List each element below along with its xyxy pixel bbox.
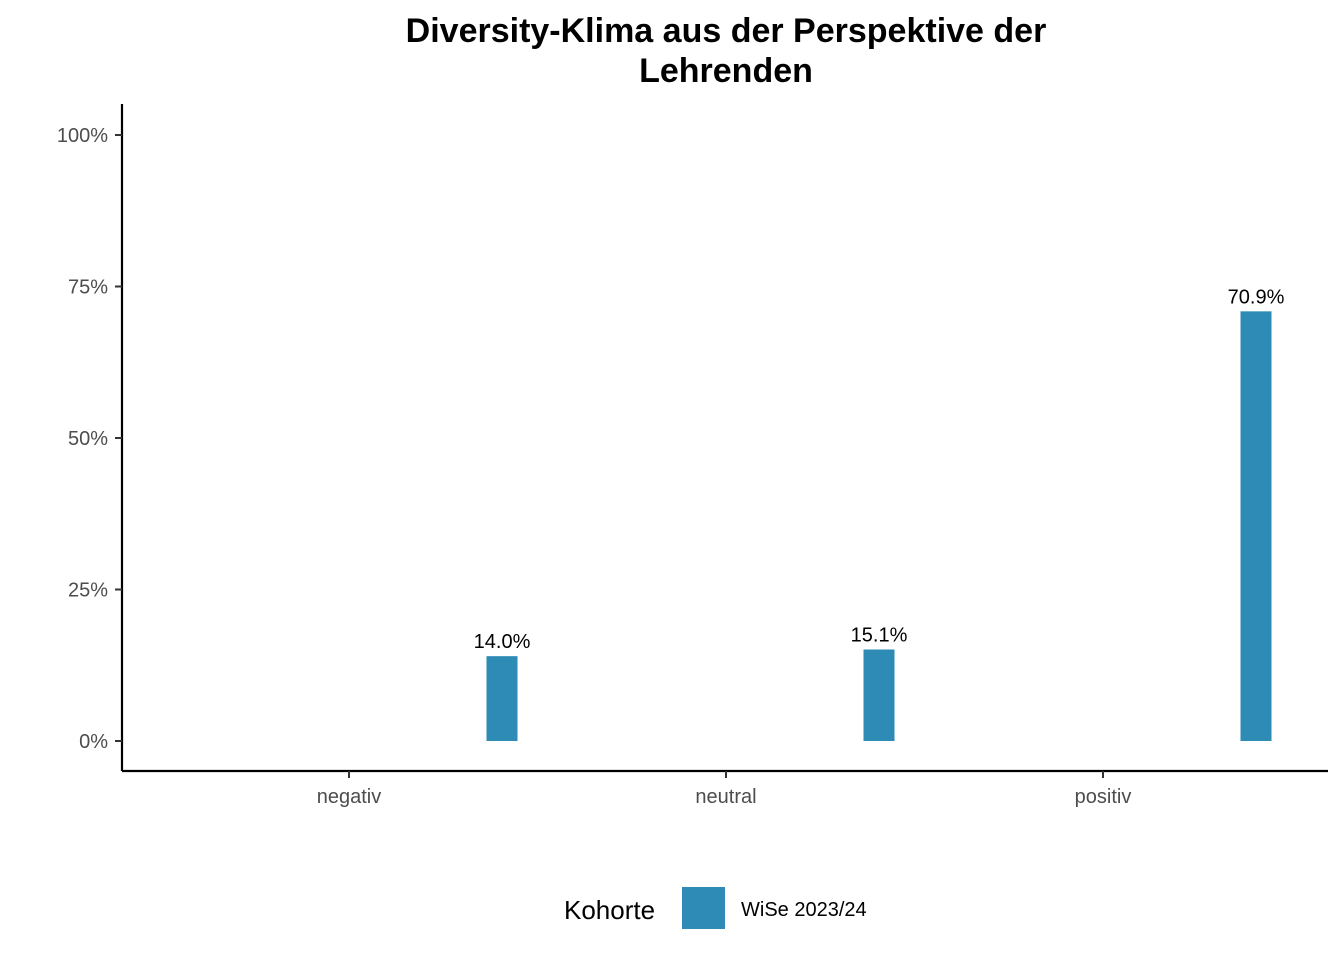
y-tick-label-75: 75%	[68, 277, 108, 299]
y-axis: 0% 25% 50% 75% 100%	[57, 104, 124, 771]
x-tick-label-positiv: positiv	[1075, 786, 1132, 808]
legend-title: Kohorte	[564, 895, 655, 925]
x-tick-label-neutral: neutral	[695, 786, 756, 808]
y-tick-label-25: 25%	[68, 580, 108, 602]
data-labels-group: 14.0% 15.1% 70.9%	[474, 286, 1285, 653]
x-tick-label-negativ: negativ	[317, 786, 382, 808]
data-label-negativ: 14.0%	[474, 631, 531, 653]
bar-negativ	[486, 656, 518, 741]
chart-title: Diversity-Klima aus der Perspektive der …	[406, 12, 1047, 90]
data-label-positiv: 70.9%	[1228, 286, 1285, 308]
legend: Kohorte WiSe 2023/24	[564, 887, 867, 929]
bars-group	[486, 311, 1272, 741]
legend-label-wise-2023-24: WiSe 2023/24	[741, 899, 867, 921]
chart-title-line-1: Diversity-Klima aus der Perspektive der	[406, 12, 1047, 50]
chart-title-line-2: Lehrenden	[639, 52, 813, 90]
legend-key-wise-2023-24	[682, 887, 725, 929]
x-axis: negativ neutral positiv	[122, 769, 1328, 808]
bar-neutral	[863, 649, 895, 741]
data-label-neutral: 15.1%	[851, 624, 908, 646]
bar-positiv	[1240, 311, 1272, 741]
y-tick-label-0: 0%	[79, 731, 108, 753]
y-tick-label-50: 50%	[68, 428, 108, 450]
y-tick-label-100: 100%	[57, 125, 108, 147]
